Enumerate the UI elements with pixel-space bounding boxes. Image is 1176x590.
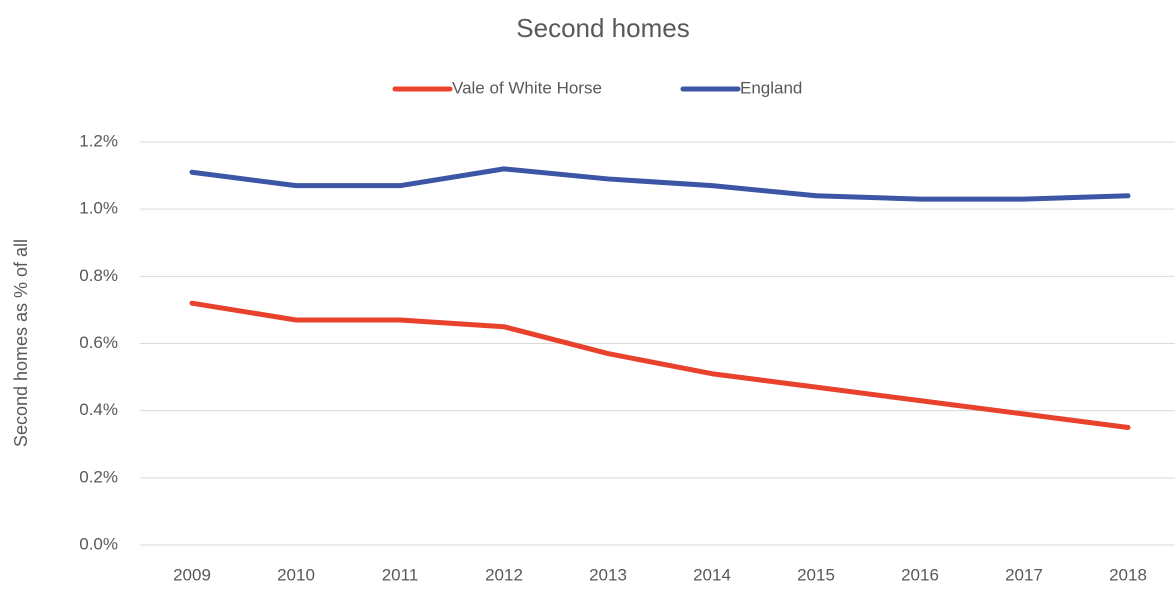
x-tick-label: 2014 — [693, 565, 731, 584]
y-tick-label: 1.2% — [79, 131, 118, 150]
y-axis-label: Second homes as % of all — [11, 239, 31, 447]
chart-title: Second homes — [516, 13, 689, 43]
y-tick-label: 0.6% — [79, 333, 118, 352]
series-line — [189, 166, 1131, 202]
series-line — [189, 300, 1131, 430]
x-tick-label: 2018 — [1109, 565, 1147, 584]
y-tick-label: 1.0% — [79, 199, 118, 218]
x-tick-label: 2011 — [382, 565, 419, 584]
y-tick-label: 0.2% — [79, 467, 118, 486]
x-tick-label: 2012 — [485, 565, 523, 584]
legend-label: Vale of White Horse — [452, 78, 602, 97]
y-tick-label: 0.8% — [79, 266, 118, 285]
x-tick-label: 2010 — [277, 565, 315, 584]
y-tick-label: 0.4% — [79, 400, 118, 419]
x-tick-label: 2017 — [1005, 565, 1043, 584]
x-tick-label: 2009 — [173, 565, 211, 584]
x-tick-label: 2016 — [901, 565, 939, 584]
y-tick-label: 0.0% — [79, 534, 118, 553]
x-tick-label: 2013 — [589, 565, 627, 584]
legend-label: England — [740, 78, 802, 97]
x-tick-label: 2015 — [797, 565, 835, 584]
